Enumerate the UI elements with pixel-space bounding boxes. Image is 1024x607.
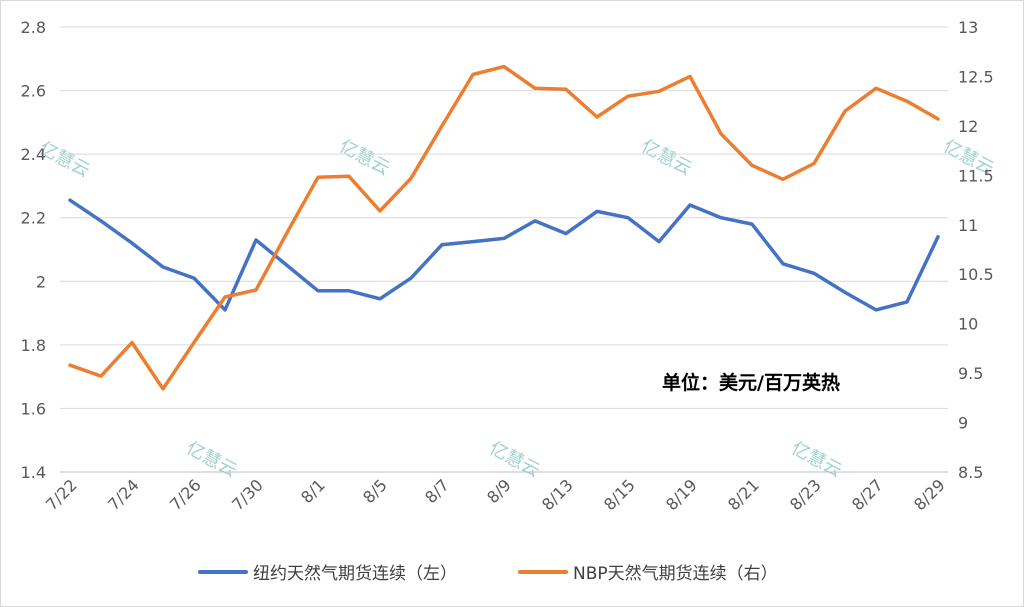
y-left-tick-label: 2.8 — [21, 18, 46, 37]
series-line-ny — [68, 198, 940, 312]
y-left-tick-label: 2.4 — [21, 145, 46, 164]
y-right-tick-label: 10.5 — [958, 265, 994, 284]
y-right-tick-label: 12 — [958, 117, 978, 136]
y-left-tick-label: 2.2 — [21, 209, 46, 228]
y-right-tick-label: 12.5 — [958, 67, 994, 86]
y-right-tick-label: 9.5 — [958, 364, 983, 383]
legend: 纽约天然气期货连续（左） NBP天然气期货连续（右） — [198, 564, 778, 584]
y-right-tick-label: 13 — [958, 18, 978, 37]
y-left-tick-label: 2.6 — [21, 82, 46, 101]
y-left-tick-label: 1.4 — [21, 463, 46, 482]
y-axis-right: 8.5 9 9.5 10 10.5 11 11.5 12 12.5 13 — [958, 18, 994, 482]
y-left-tick-label: 1.6 — [21, 399, 46, 418]
gridlines — [60, 26, 948, 473]
series-line-nbp — [68, 64, 940, 391]
y-left-tick-label: 1.8 — [21, 336, 46, 355]
y-axis-left: 1.4 1.6 1.8 2 2.2 2.4 2.6 2.8 — [21, 18, 46, 482]
legend-label-ny: 纽约天然气期货连续（左） — [253, 564, 457, 584]
y-right-tick-label: 11 — [958, 216, 978, 235]
legend-label-nbp: NBP天然气期货连续（右） — [573, 564, 778, 584]
unit-annotation: 单位：美元/百万英热 — [662, 371, 840, 394]
y-right-tick-label: 10 — [958, 315, 978, 334]
y-right-tick-label: 9 — [958, 414, 968, 433]
series-lines — [68, 64, 940, 391]
y-right-tick-label: 8.5 — [958, 463, 983, 482]
y-left-tick-label: 2 — [36, 272, 46, 291]
y-right-tick-label: 11.5 — [958, 166, 994, 185]
